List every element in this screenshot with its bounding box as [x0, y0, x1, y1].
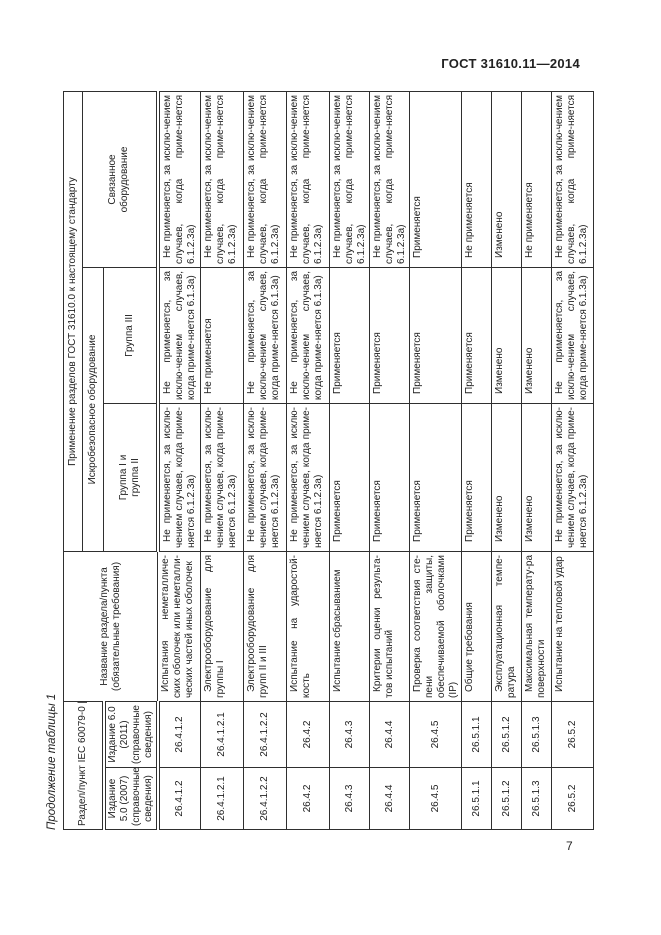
table-row: 26.4.1.2.1 26.4.1.2.1 Электрооборудование …	[200, 91, 244, 830]
cell-group-3: Применяется	[409, 267, 462, 404]
header-edition-6: Издание 6.0 (2011) (справочные сведения)	[103, 701, 158, 768]
table-row: 26.5.1.3 26.5.1.3 Максимальная температу-р…	[521, 91, 552, 830]
cell-edition6: 26.4.3	[329, 701, 370, 768]
cell-section-name: Максимальная температу-ра поверхности	[521, 551, 552, 702]
cell-section-name: Испытание сбрасыванием	[329, 551, 370, 702]
cell-edition6: 26.4.1.2.1	[200, 701, 244, 768]
cell-associated-equipment: Не применяется, за исклю-чением случаев,…	[157, 91, 201, 268]
cell-edition5: 26.4.1.2	[157, 767, 201, 830]
cell-section-name: Общие требования	[461, 551, 492, 702]
cell-section-name: Электрооборудование для группы I	[200, 551, 244, 702]
cell-group-3: Не применяется, за исклю-чением случаев,…	[243, 267, 287, 404]
header-row-1: Раздел/пункт IEC 60079-0 [2] и [3] Назва…	[63, 91, 158, 830]
cell-associated-equipment: Не применяется, за исклю-чением случаев,…	[369, 91, 410, 268]
cell-edition5: 26.4.5	[409, 767, 462, 830]
header-associated-equipment-label: Связанное оборудование	[107, 146, 131, 213]
cell-associated-equipment: Не применяется, за исклю-чением случаев,…	[329, 91, 370, 268]
table-row: 26.4.4 26.4.4 Критерии оценки результа-тов…	[369, 91, 410, 830]
cell-section-name: Испытания неметалличе-ских оболочек или …	[157, 551, 201, 702]
cell-associated-equipment: Не применяется	[521, 91, 552, 268]
header-section-iec: Раздел/пункт IEC 60079-0 [2] и [3]	[63, 701, 104, 830]
header-group-1-2: Группа I и группа II	[103, 403, 158, 552]
cell-edition5: 26.4.3	[329, 767, 370, 830]
table-body: 26.4.1.2 26.4.1.2 Испытания неметалличе-ск…	[157, 91, 594, 830]
table-header: Раздел/пункт IEC 60079-0 [2] и [3] Назва…	[63, 91, 158, 830]
cell-associated-equipment: Применяется	[409, 91, 462, 268]
cell-associated-equipment: Не применяется, за исклю-чением случаев,…	[200, 91, 244, 268]
standards-comparison-table: Раздел/пункт IEC 60079-0 [2] и [3] Назва…	[63, 91, 594, 830]
cell-group-1-2: Изменено	[521, 403, 552, 552]
cell-associated-equipment: Не применяется, за исклю-чением случаев,…	[243, 91, 287, 268]
cell-edition5: 26.4.1.2.2	[243, 767, 287, 830]
cell-associated-equipment: Не применяется, за исклю-чением случаев,…	[551, 91, 594, 268]
cell-section-name: Испытание на ударостой-кость	[286, 551, 330, 702]
table-row: 26.4.3 26.4.3 Испытание сбрасыванием Примен…	[329, 91, 370, 830]
cell-edition6: 26.5.1.3	[521, 701, 552, 768]
rotated-table-block: Продолжение таблицы 1 Раздел/пункт IEC 6…	[46, 91, 594, 830]
cell-group-3: Изменено	[491, 267, 522, 404]
cell-edition6: 26.5.1.1	[461, 701, 492, 768]
page-number: 7	[566, 839, 573, 853]
cell-edition5: 26.5.1.3	[521, 767, 552, 830]
cell-edition5: 26.4.2	[286, 767, 330, 830]
header-intrinsically-safe: Искробезопасное оборудование	[82, 267, 104, 552]
header-group-1-2-label: Группа I и группа II	[117, 454, 141, 501]
cell-group-1-2: Изменено	[491, 403, 522, 552]
cell-associated-equipment: Не применяется, за исклю-чением случаев,…	[286, 91, 330, 268]
cell-group-1-2: Не применяется, за исклю-чением случаев,…	[200, 403, 244, 552]
cell-edition6: 26.4.5	[409, 701, 462, 768]
cell-group-3: Не применяется, за исклю-чением случаев,…	[286, 267, 330, 404]
cell-group-1-2: Применяется	[369, 403, 410, 552]
cell-section-name: Эксплуатационная темпе-ратура	[491, 551, 522, 702]
table-row: 26.4.5 26.4.5 Проверка соответствия сте-пе…	[409, 91, 462, 830]
cell-group-3: Не применяется	[200, 267, 244, 404]
cell-edition5: 26.5.1.2	[491, 767, 522, 830]
cell-section-name: Критерии оценки результа-тов испытаний	[369, 551, 410, 702]
cell-edition5: 26.4.4	[369, 767, 410, 830]
cell-group-3: Применяется	[461, 267, 492, 404]
table-caption: Продолжение таблицы 1	[46, 693, 58, 830]
cell-group-3: Изменено	[521, 267, 552, 404]
table-row: 26.4.2 26.4.2 Испытание на ударостой-кость…	[286, 91, 330, 830]
cell-group-1-2: Применяется	[329, 403, 370, 552]
cell-edition6: 26.4.2	[286, 701, 330, 768]
cell-associated-equipment: Изменено	[491, 91, 522, 268]
cell-group-1-2: Применяется	[409, 403, 462, 552]
cell-edition5: 26.5.1.1	[461, 767, 492, 830]
header-section-title: Название раздела/пункта (обязательные тр…	[63, 551, 158, 702]
cell-edition6: 26.4.1.2.2	[243, 701, 287, 768]
cell-section-name: Проверка соответствия сте-пени защиты, о…	[409, 551, 462, 702]
cell-edition6: 26.4.4	[369, 701, 410, 768]
table-row: 26.5.1.1 26.5.1.1 Общие требования Применяе…	[461, 91, 492, 830]
header-group-3: Группа III	[103, 267, 158, 404]
table-row: 26.4.1.2 26.4.1.2 Испытания неметалличе-ск…	[157, 91, 201, 830]
cell-group-3: Применяется	[369, 267, 410, 404]
cell-edition5: 26.5.2	[551, 767, 594, 830]
cell-edition5: 26.4.1.2.1	[200, 767, 244, 830]
table-row: 26.5.1.2 26.5.1.2 Эксплуатационная темпе-р…	[491, 91, 522, 830]
cell-edition6: 26.5.1.2	[491, 701, 522, 768]
cell-group-1-2: Применяется	[461, 403, 492, 552]
cell-group-1-2: Не применяется, за исклю-чением случаев,…	[551, 403, 594, 552]
cell-group-3: Применяется	[329, 267, 370, 404]
table-row: 26.4.1.2.2 26.4.1.2.2 Электрооборудование …	[243, 91, 287, 830]
table-row: 26.5.2 26.5.2 Испытание на тепловой удар Не…	[551, 91, 594, 830]
header-associated-equipment: Связанное оборудование	[82, 91, 158, 268]
document-header-title: ГОСТ 31610.11—2014	[441, 56, 580, 71]
cell-edition6: 26.4.1.2	[157, 701, 201, 768]
cell-associated-equipment: Не применяется	[461, 91, 492, 268]
header-application: Применение разделов ГОСТ 31610.0 к насто…	[63, 91, 83, 552]
header-edition-5: Издание 5.0 (2007) (справочные сведения)	[103, 767, 158, 830]
cell-group-1-2: Не применяется, за исклю-чением случаев,…	[157, 403, 201, 552]
cell-group-3: Не применяется, за исклю-чением случаев,…	[157, 267, 201, 404]
cell-group-3: Не применяется, за исклю-чением случаев,…	[551, 267, 594, 404]
cell-group-1-2: Не применяется, за исклю-чением случаев,…	[286, 403, 330, 552]
cell-section-name: Электрооборудование для групп II и III	[243, 551, 287, 702]
cell-section-name: Испытание на тепловой удар	[551, 551, 594, 702]
cell-edition6: 26.5.2	[551, 701, 594, 768]
cell-group-1-2: Не применяется, за исклю-чением случаев,…	[243, 403, 287, 552]
